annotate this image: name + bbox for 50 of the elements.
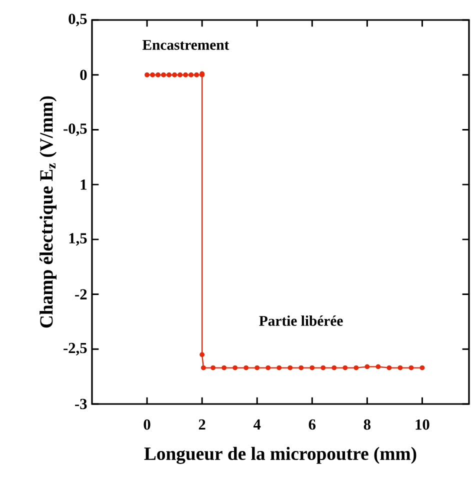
point <box>156 72 161 78</box>
point <box>364 364 370 370</box>
annotation: Encastrement <box>142 40 230 50</box>
y-tick-label: -2 <box>75 289 87 300</box>
point <box>183 72 188 78</box>
point <box>166 72 172 78</box>
y-tick-label: 1,5 <box>69 233 87 246</box>
point <box>254 365 260 370</box>
y-axis-title: Champ électrique E$_{z}$ (V/mm) <box>40 96 57 328</box>
y-tick-label: -3 <box>75 398 87 410</box>
x-tick-label: 2 <box>198 419 206 430</box>
point <box>376 364 381 370</box>
point <box>310 365 315 370</box>
y-tick-label: 1 <box>80 180 86 190</box>
point <box>386 365 392 370</box>
point <box>342 365 348 370</box>
point <box>161 72 166 78</box>
y-tick-label: -0,5 <box>64 123 87 136</box>
point <box>354 365 359 370</box>
point <box>266 365 271 370</box>
x-tick-label: 4 <box>253 419 261 430</box>
y-tick-label: 0,5 <box>68 14 87 26</box>
x-tick-label: 0 <box>144 419 150 430</box>
point <box>172 72 178 78</box>
x-tick-label: 8 <box>364 419 370 430</box>
x-tick-label: 6 <box>308 419 316 430</box>
y-tick-label: 0 <box>80 70 87 80</box>
y-tick-label: -2,5 <box>64 342 87 356</box>
point <box>222 365 227 370</box>
point <box>320 365 326 370</box>
point <box>332 365 337 370</box>
point <box>398 365 403 370</box>
x-axis-title: Longueur de la micropoutre (mm) <box>144 446 416 464</box>
point <box>420 365 425 370</box>
point <box>200 365 206 370</box>
point <box>408 365 414 370</box>
point <box>232 365 238 370</box>
point <box>150 72 155 78</box>
x-tick-label: 10 <box>416 419 430 430</box>
point <box>188 72 194 78</box>
point <box>276 365 282 370</box>
point <box>144 72 150 78</box>
point <box>194 72 200 78</box>
point <box>298 365 304 370</box>
point <box>178 72 183 78</box>
annotation: Partie libérée <box>259 316 343 326</box>
point <box>288 365 293 370</box>
point <box>244 365 249 370</box>
point <box>200 352 205 358</box>
point <box>210 365 216 370</box>
